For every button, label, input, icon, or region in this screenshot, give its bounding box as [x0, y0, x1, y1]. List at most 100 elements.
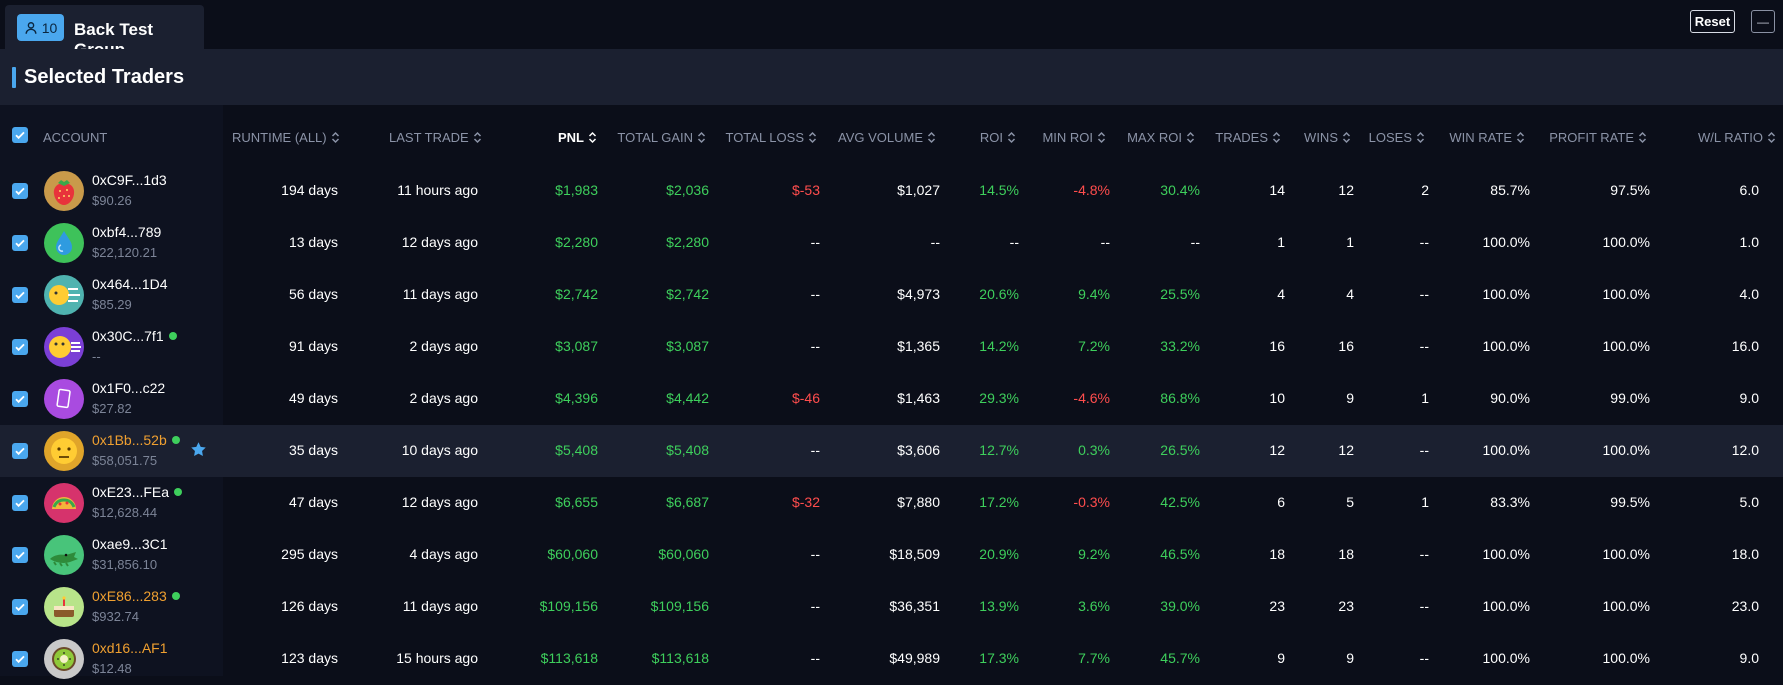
cell-trades: 6 [1277, 494, 1285, 510]
trader-address[interactable]: 0xbf4...789 [92, 224, 161, 240]
cell-win-rate: 100.0% [1482, 650, 1530, 666]
trader-balance: $12.48 [92, 661, 132, 676]
cell-runtime: 123 days [281, 650, 338, 666]
sort-icon[interactable] [808, 131, 817, 144]
online-status-dot [174, 488, 183, 496]
favorite-star-icon[interactable] [190, 441, 207, 458]
check-icon [15, 551, 25, 560]
cell-max-roi: 33.2% [1160, 338, 1200, 354]
cell-loses: -- [1419, 546, 1429, 562]
sort-icon[interactable] [1272, 131, 1281, 144]
table-row[interactable]: 0x1Bb...52b $58,051.75 35 days 10 days ago $… [0, 425, 1783, 477]
table-row[interactable]: 0xE23...FEa $12,628.44 47 days 12 days ago $… [0, 477, 1783, 529]
column-header-label: ROI [979, 129, 1003, 145]
cell-last-trade: 15 hours ago [396, 650, 478, 666]
check-icon [15, 343, 25, 352]
table-row[interactable]: 0x30C...7f1 -- 91 days 2 days ago $3,087 $3,0… [0, 321, 1783, 373]
group-tab[interactable]: 10 Back Test Group [5, 5, 204, 59]
row-select-checkbox[interactable] [12, 287, 28, 303]
row-select-checkbox[interactable] [12, 651, 28, 667]
trader-address[interactable]: 0xae9...3C1 [92, 536, 168, 552]
sort-icon[interactable] [1097, 131, 1106, 144]
select-all-checkbox[interactable] [12, 127, 28, 143]
trader-address[interactable]: 0xC9F...1d3 [92, 172, 167, 188]
table-row[interactable]: 0xC9F...1d3 $90.26 194 days 11 hours ago $1,… [0, 165, 1783, 217]
cell-total-gain: $60,060 [658, 546, 709, 562]
trader-address[interactable]: 0x30C...7f1 [92, 328, 177, 344]
sort-icon[interactable] [1516, 131, 1525, 144]
cell-max-roi: 30.4% [1160, 182, 1200, 198]
cell-max-roi: -- [1190, 234, 1200, 250]
sort-icon[interactable] [588, 131, 597, 144]
trader-address[interactable]: 0xE86...283 [92, 588, 180, 604]
row-select-checkbox[interactable] [12, 183, 28, 199]
sort-icon[interactable] [1007, 131, 1016, 144]
reset-button[interactable]: Reset [1690, 10, 1735, 33]
table-row[interactable]: 0xbf4...789 $22,120.21 13 days 12 days ago $… [0, 217, 1783, 269]
sort-icon[interactable] [1638, 131, 1647, 144]
cell-wl-ratio: 6.0 [1739, 182, 1759, 198]
column-header-loses[interactable]: LOSES [1369, 127, 1425, 147]
row-select-checkbox[interactable] [12, 339, 28, 355]
cell-total-loss: -- [810, 598, 820, 614]
collapse-button[interactable]: — [1751, 10, 1775, 33]
sort-icon[interactable] [1767, 131, 1776, 144]
row-select-checkbox[interactable] [12, 547, 28, 563]
row-select-checkbox[interactable] [12, 235, 28, 251]
cell-total-loss: -- [810, 286, 820, 302]
sort-icon[interactable] [697, 131, 706, 144]
cell-loses: -- [1419, 650, 1429, 666]
row-select-checkbox[interactable] [12, 495, 28, 511]
sort-icon[interactable] [473, 131, 482, 144]
column-header-max-roi[interactable]: MAX ROI [1127, 127, 1195, 147]
cell-wins: 23 [1338, 598, 1354, 614]
table-row[interactable]: 0xd16...AF1 $12.48 123 days 15 hours ago $11… [0, 633, 1783, 685]
column-header-label: AVG VOLUME [837, 129, 923, 145]
blowing-face-avatar-icon [44, 327, 84, 367]
column-header-roi[interactable]: ROI [980, 127, 1016, 147]
cell-avg-volume: $36,351 [889, 598, 940, 614]
trader-balance: $90.26 [92, 193, 132, 208]
row-select-checkbox[interactable] [12, 391, 28, 407]
column-header-min-roi[interactable]: MIN ROI [1042, 127, 1106, 147]
neutral-face-avatar-icon [44, 431, 84, 471]
trader-address-text: 0x1Bb...52b [92, 432, 167, 448]
trader-address[interactable]: 0x464...1D4 [92, 276, 168, 292]
column-header-profit-rate[interactable]: PROFIT RATE [1549, 127, 1647, 147]
row-select-checkbox[interactable] [12, 443, 28, 459]
column-header-last-trade[interactable]: LAST TRADE [389, 127, 482, 147]
column-header-trades[interactable]: TRADES [1215, 127, 1281, 147]
row-select-checkbox[interactable] [12, 599, 28, 615]
cell-profit-rate: 100.0% [1602, 442, 1650, 458]
cell-avg-volume: $49,989 [889, 650, 940, 666]
table-row[interactable]: 0x1F0...c22 $27.82 49 days 2 days ago $4,396… [0, 373, 1783, 425]
cell-loses: -- [1419, 598, 1429, 614]
trader-address[interactable]: 0xd16...AF1 [92, 640, 168, 656]
column-header-pnl[interactable]: PNL [558, 127, 597, 147]
trader-address[interactable]: 0x1F0...c22 [92, 380, 165, 396]
sort-icon[interactable] [1416, 131, 1425, 144]
sort-icon[interactable] [927, 131, 936, 144]
column-header-win-rate[interactable]: WIN RATE [1449, 127, 1525, 147]
trader-address[interactable]: 0xE23...FEa [92, 484, 183, 500]
cell-roi: 14.2% [979, 338, 1019, 354]
column-header-avg-volume[interactable]: AVG VOLUME [838, 127, 936, 147]
column-header-runtime-all[interactable]: RUNTIME (ALL) [232, 127, 340, 147]
trader-balance: $85.29 [92, 297, 132, 312]
trader-address[interactable]: 0x1Bb...52b [92, 432, 180, 448]
cell-last-trade: 4 days ago [409, 546, 479, 562]
table-row[interactable]: 0x464...1D4 $85.29 56 days 11 days ago $2,74… [0, 269, 1783, 321]
column-header-w-l-ratio[interactable]: W/L RATIO [1698, 127, 1776, 147]
column-header-label: WIN RATE [1449, 129, 1512, 145]
table-row[interactable]: 0xae9...3C1 $31,856.10 295 days 4 days ago $… [0, 529, 1783, 581]
column-header-wins[interactable]: WINS [1304, 127, 1351, 147]
column-header-label: LOSES [1368, 129, 1412, 145]
table-row[interactable]: 0xE86...283 $932.74 126 days 11 days ago $10… [0, 581, 1783, 633]
sort-icon[interactable] [331, 131, 340, 144]
cell-total-gain: $3,087 [666, 338, 709, 354]
sort-icon[interactable] [1342, 131, 1351, 144]
column-header-total-loss[interactable]: TOTAL LOSS [725, 127, 817, 147]
column-header-total-gain[interactable]: TOTAL GAIN [617, 127, 706, 147]
sort-icon[interactable] [1186, 131, 1195, 144]
cell-avg-volume: $1,463 [897, 390, 940, 406]
